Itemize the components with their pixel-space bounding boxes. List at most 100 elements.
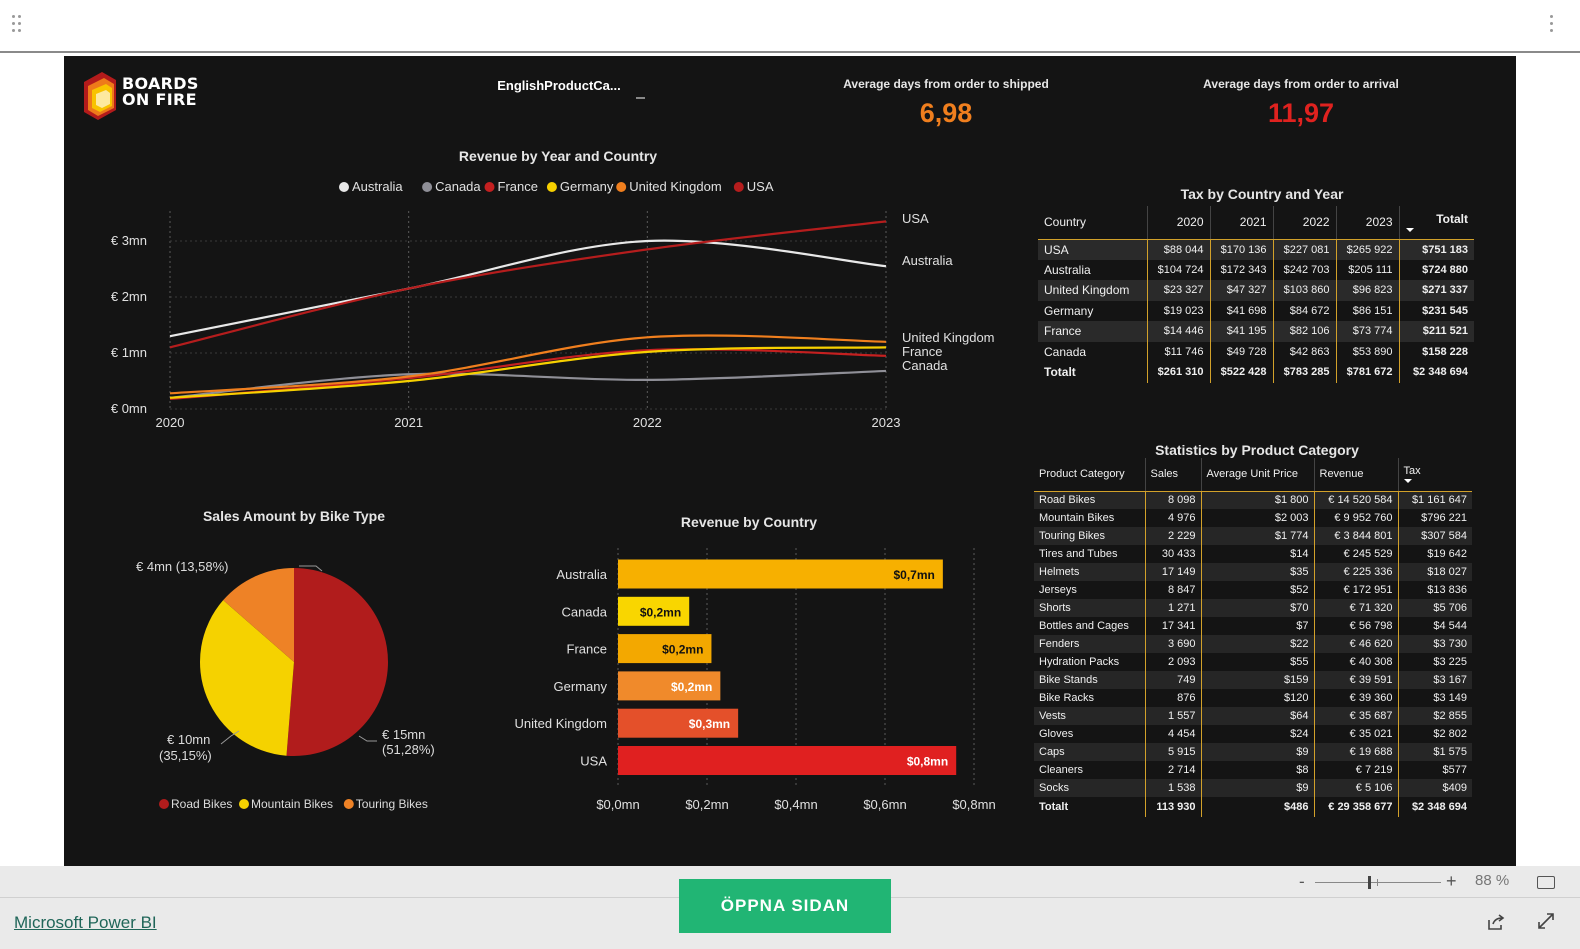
x-tick-label: $0,8mn xyxy=(952,797,995,812)
table-cell: 113 930 xyxy=(1145,797,1202,817)
tax-table[interactable]: Country 2020 2021 2022 2023 Totalt USA $8… xyxy=(1038,206,1474,383)
category-label: France xyxy=(567,642,607,657)
filter-value-dash[interactable] xyxy=(636,97,645,99)
table-cell: 876 xyxy=(1145,689,1202,707)
open-page-button[interactable]: ÖPPNA SIDAN xyxy=(679,879,891,933)
table-cell: Germany xyxy=(1038,300,1148,321)
table-cell: $1 774 xyxy=(1201,527,1315,545)
series-end-label: United Kingdom xyxy=(902,330,995,345)
table-cell: $158 228 xyxy=(1422,345,1468,358)
table-row[interactable]: Tires and Tubes 30 433 $14 € 245 529 $19 642 xyxy=(1034,545,1472,563)
bar-data-label: $0,2mn xyxy=(662,643,703,657)
table-row[interactable]: Cleaners 2 714 $8 € 7 219 $577 xyxy=(1034,761,1472,779)
table-row[interactable]: Mountain Bikes 4 976 $2 003 € 9 952 760 $796… xyxy=(1034,509,1472,527)
series-line xyxy=(169,239,887,338)
pie-slice xyxy=(223,568,294,662)
table-cell: € 35 021 xyxy=(1314,725,1399,743)
table-cell: $486 xyxy=(1201,797,1315,817)
table-cell: $783 285 xyxy=(1273,362,1337,383)
tax-col-2021[interactable]: 2021 xyxy=(1210,206,1274,240)
table-cell: $19 023 xyxy=(1147,300,1211,321)
table-row[interactable]: United Kingdom $23 327 $47 327 $103 860 $96 … xyxy=(1038,280,1474,301)
table-cell: $3 167 xyxy=(1398,671,1472,689)
tax-col-total[interactable]: Totalt xyxy=(1399,206,1474,240)
legend-swatch xyxy=(546,182,557,192)
revenue-bar-chart[interactable]: $0,0mn $0,2mn $0,4mn $0,6mn $0,8mn Australia $… xyxy=(504,536,1024,816)
power-bi-link[interactable]: Microsoft Power BI xyxy=(14,913,157,932)
stats-col-avg-price[interactable]: Average Unit Price xyxy=(1201,458,1315,492)
pie-data-label: (51,28%) xyxy=(382,742,435,757)
stats-table[interactable]: Product Category Sales Average Unit Pric… xyxy=(1034,458,1472,817)
table-row[interactable]: Germany $19 023 $41 698 $84 672 $86 151 $231 … xyxy=(1038,300,1474,321)
tax-col-country[interactable]: Country xyxy=(1038,206,1148,240)
table-cell: $2 348 694 xyxy=(1411,801,1467,813)
table-cell: $47 327 xyxy=(1210,280,1274,301)
product-category-filter[interactable]: EnglishProductCa... xyxy=(497,78,621,93)
x-tick-label: $0,0mn xyxy=(596,797,639,812)
zoom-slider[interactable] xyxy=(1315,882,1441,883)
bar-data-label: $0,3mn xyxy=(689,717,730,731)
company-logo: BOARDS ON FIRE xyxy=(80,70,230,120)
legend-label: United Kingdom xyxy=(629,179,722,194)
table-row[interactable]: Australia $104 724 $172 343 $242 703 $205 11… xyxy=(1038,259,1474,280)
share-icon[interactable] xyxy=(1486,912,1506,932)
more-options-icon[interactable] xyxy=(1550,15,1554,33)
table-cell: $231 545 xyxy=(1422,304,1468,317)
bike-type-pie-chart[interactable]: € 4mn (13,58%) € 10mn(35,15%) € 15mn(51,28… xyxy=(104,526,524,826)
zoom-in-button[interactable]: + xyxy=(1446,871,1457,891)
table-cell: € 71 320 xyxy=(1314,599,1399,617)
bar-chart-title: Revenue by Country xyxy=(680,514,818,530)
legend-swatch xyxy=(422,182,433,192)
table-cell: $724 880 xyxy=(1422,263,1468,276)
y-tick-label: € 3mn xyxy=(111,233,147,248)
table-row[interactable]: Helmets 17 149 $35 € 225 336 $18 027 xyxy=(1034,563,1472,581)
bar xyxy=(618,708,739,738)
table-cell: Helmets xyxy=(1034,563,1146,581)
series-end-label: USA xyxy=(902,211,929,226)
table-row[interactable]: Canada $11 746 $49 728 $42 863 $53 890 $158 2… xyxy=(1038,341,1474,362)
table-cell: 4 976 xyxy=(1145,509,1202,527)
table-row[interactable]: Fenders 3 690 $22 € 46 620 $3 730 xyxy=(1034,635,1472,653)
fullscreen-icon[interactable] xyxy=(1537,912,1555,930)
table-cell: $3 225 xyxy=(1433,656,1467,668)
table-cell: Bike Racks xyxy=(1034,689,1146,707)
table-cell: € 19 688 xyxy=(1314,743,1399,761)
table-row[interactable]: Hydration Packs 2 093 $55 € 40 308 $3 225 xyxy=(1034,653,1472,671)
table-row[interactable]: Jerseys 8 847 $52 € 172 951 $13 836 xyxy=(1034,581,1472,599)
table-row[interactable]: USA $88 044 $170 136 $227 081 $265 922 $751 1… xyxy=(1038,239,1474,260)
stats-col-revenue[interactable]: Revenue xyxy=(1314,458,1399,492)
x-tick-label: 2022 xyxy=(633,415,662,430)
table-cell: 2 093 xyxy=(1145,653,1202,671)
legend-swatch xyxy=(484,182,495,192)
table-row[interactable]: Shorts 1 271 $70 € 71 320 $5 706 xyxy=(1034,599,1472,617)
stats-col-sales[interactable]: Sales xyxy=(1145,458,1202,492)
zoom-slider-handle[interactable] xyxy=(1368,876,1372,889)
tax-col-2020[interactable]: 2020 xyxy=(1147,206,1211,240)
revenue-line-chart[interactable]: Australia Canada France Germany United Kingd… xyxy=(64,171,1024,471)
stats-col-tax[interactable]: Tax xyxy=(1398,458,1472,492)
category-label: Germany xyxy=(554,679,608,694)
table-cell: $4 544 xyxy=(1433,620,1467,632)
table-row[interactable]: Touring Bikes 2 229 $1 774 € 3 844 801 $307 … xyxy=(1034,527,1472,545)
table-cell: € 245 529 xyxy=(1314,545,1399,563)
table-cell: $1 800 xyxy=(1201,491,1315,509)
table-cell: $307 584 xyxy=(1398,527,1472,545)
table-row[interactable]: Socks 1 538 $9 € 5 106 $409 xyxy=(1034,779,1472,797)
tax-col-2023[interactable]: 2023 xyxy=(1336,206,1400,240)
legend-label: Germany xyxy=(560,179,614,194)
table-row[interactable]: Road Bikes 8 098 $1 800 € 14 520 584 $1 161 … xyxy=(1034,491,1472,509)
table-row[interactable]: Gloves 4 454 $24 € 35 021 $2 802 xyxy=(1034,725,1472,743)
stats-col-category[interactable]: Product Category xyxy=(1034,458,1146,492)
tax-col-2022[interactable]: 2022 xyxy=(1273,206,1337,240)
table-row[interactable]: Bike Racks 876 $120 € 39 360 $3 149 xyxy=(1034,689,1472,707)
table-row[interactable]: Caps 5 915 $9 € 19 688 $1 575 xyxy=(1034,743,1472,761)
table-cell: € 29 358 677 xyxy=(1314,797,1399,817)
table-row[interactable]: France $14 446 $41 195 $82 106 $73 774 $211 5… xyxy=(1038,321,1474,342)
table-row[interactable]: Bottles and Cages 17 341 $7 € 56 798 $4 544 xyxy=(1034,617,1472,635)
zoom-out-button[interactable]: - xyxy=(1299,872,1305,891)
table-row[interactable]: Bike Stands 749 $159 € 39 591 $3 167 xyxy=(1034,671,1472,689)
table-row[interactable]: Vests 1 557 $64 € 35 687 $2 855 xyxy=(1034,707,1472,725)
fit-to-page-icon[interactable] xyxy=(1537,876,1555,889)
drag-grip-icon[interactable] xyxy=(12,15,24,33)
line-chart-title: Revenue by Year and Country xyxy=(458,148,658,164)
